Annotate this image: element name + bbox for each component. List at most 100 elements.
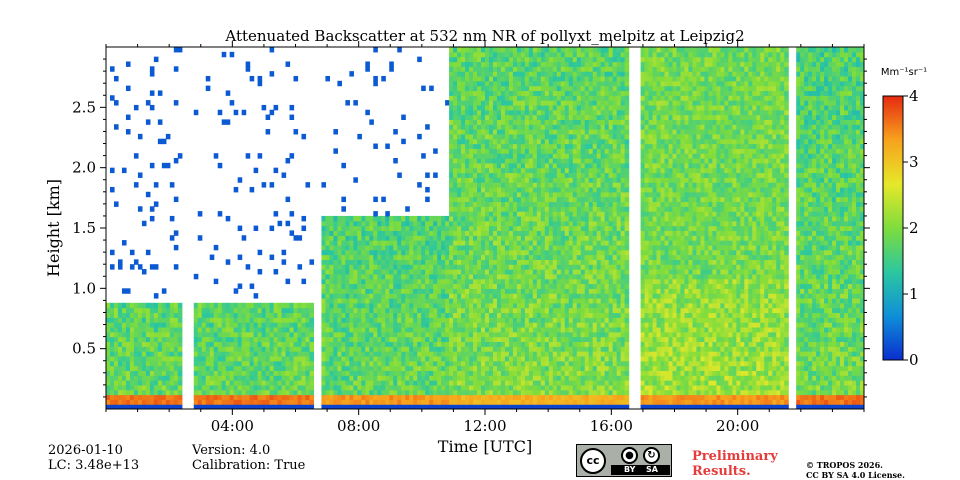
heatmap-cell xyxy=(461,167,466,174)
heatmap-cell xyxy=(265,322,271,328)
heatmap-cell xyxy=(465,206,470,212)
heatmap-cell xyxy=(572,90,578,96)
heatmap-cell xyxy=(345,249,350,256)
heatmap-cell xyxy=(540,351,546,357)
heatmap-cell xyxy=(353,322,358,328)
heatmap-cell xyxy=(572,153,578,159)
heatmap-cell xyxy=(496,206,502,212)
heatmap-cell xyxy=(568,404,574,409)
heatmap-cell xyxy=(217,331,223,338)
heatmap-cell xyxy=(496,186,502,193)
heatmap-cell xyxy=(536,51,542,58)
heatmap-cell xyxy=(544,370,550,376)
heatmap-cell xyxy=(381,230,386,236)
heatmap-cell xyxy=(485,211,490,217)
heatmap-cell xyxy=(524,399,530,405)
heatmap-cell xyxy=(485,95,490,101)
heatmap-cell xyxy=(241,346,247,352)
heatmap-cell xyxy=(576,264,582,270)
heatmap-cell xyxy=(461,114,466,120)
heatmap-cell xyxy=(197,317,203,323)
heatmap-cell xyxy=(500,370,506,376)
heatmap-cell xyxy=(572,211,578,217)
heatmap-cell xyxy=(417,288,422,294)
heatmap-cell xyxy=(385,380,390,386)
heatmap-cell xyxy=(161,389,167,396)
heatmap-cell xyxy=(249,75,255,82)
heatmap-cell xyxy=(397,322,402,328)
heatmap-cell xyxy=(217,360,223,367)
heatmap-cell xyxy=(149,317,155,323)
heatmap-cell xyxy=(157,346,163,352)
heatmap-cell xyxy=(532,162,538,169)
heatmap-cell xyxy=(353,394,358,400)
heatmap-cell xyxy=(496,317,502,323)
heatmap-cell xyxy=(437,341,442,347)
heatmap-cell xyxy=(213,346,219,352)
heatmap-cell xyxy=(197,331,203,338)
heatmap-cell xyxy=(508,51,514,58)
heatmap-cell xyxy=(401,288,406,294)
heatmap-cell xyxy=(305,380,311,386)
heatmap-cell xyxy=(405,370,410,376)
heatmap-cell xyxy=(552,244,558,251)
heatmap-cell xyxy=(421,244,426,251)
heatmap-cell xyxy=(477,119,482,125)
heatmap-cell xyxy=(485,114,490,120)
heatmap-cell xyxy=(301,133,307,140)
heatmap-cell xyxy=(113,351,119,357)
heatmap-cell xyxy=(500,133,506,140)
heatmap-cell xyxy=(488,322,494,328)
heatmap-cell xyxy=(572,104,578,111)
heatmap-cell xyxy=(556,167,562,174)
heatmap-cell xyxy=(492,240,498,246)
heatmap-cell xyxy=(469,278,474,285)
heatmap-cell xyxy=(413,220,418,227)
heatmap-cell xyxy=(241,399,247,405)
heatmap-cell xyxy=(524,66,530,72)
heatmap-cell xyxy=(325,365,331,371)
heatmap-cell xyxy=(321,182,327,188)
heatmap-cell xyxy=(121,360,127,367)
heatmap-cell xyxy=(433,249,438,256)
heatmap-cell xyxy=(193,302,199,309)
heatmap-cell xyxy=(237,346,243,352)
heatmap-cell xyxy=(257,355,263,362)
heatmap-cell xyxy=(237,384,243,391)
heatmap-cell xyxy=(548,206,554,212)
heatmap-cell xyxy=(564,259,570,265)
heatmap-cell xyxy=(508,129,514,135)
heatmap-cell xyxy=(473,124,478,130)
heatmap-cell xyxy=(524,56,530,63)
heatmap-cell xyxy=(516,201,522,207)
heatmap-cell xyxy=(473,370,478,376)
heatmap-cell xyxy=(465,384,470,391)
heatmap-cell xyxy=(461,177,466,183)
heatmap-cell xyxy=(425,394,430,400)
heatmap-cell xyxy=(552,129,558,135)
heatmap-cell xyxy=(361,269,366,275)
heatmap-cell xyxy=(556,100,562,106)
heatmap-cell xyxy=(297,380,303,386)
heatmap-cell xyxy=(413,240,418,246)
heatmap-cell xyxy=(473,186,478,193)
heatmap-cell xyxy=(393,312,398,318)
heatmap-cell xyxy=(492,264,498,270)
heatmap-cell xyxy=(157,394,163,400)
heatmap-cell xyxy=(496,389,502,396)
heatmap-cell xyxy=(225,336,231,343)
heatmap-cell xyxy=(540,380,546,386)
heatmap-cell xyxy=(488,259,494,265)
heatmap-cell xyxy=(449,220,454,227)
heatmap-cell xyxy=(516,380,522,386)
heatmap-cell xyxy=(540,47,546,53)
heatmap-cell xyxy=(461,293,466,299)
heatmap-cell xyxy=(173,244,179,251)
heatmap-cell xyxy=(357,220,362,227)
heatmap-cell xyxy=(536,394,542,400)
heatmap-cell xyxy=(273,322,279,328)
heatmap-cell xyxy=(461,138,466,145)
heatmap-cell xyxy=(552,201,558,207)
heatmap-cell xyxy=(520,230,526,236)
heatmap-cell xyxy=(488,186,494,193)
